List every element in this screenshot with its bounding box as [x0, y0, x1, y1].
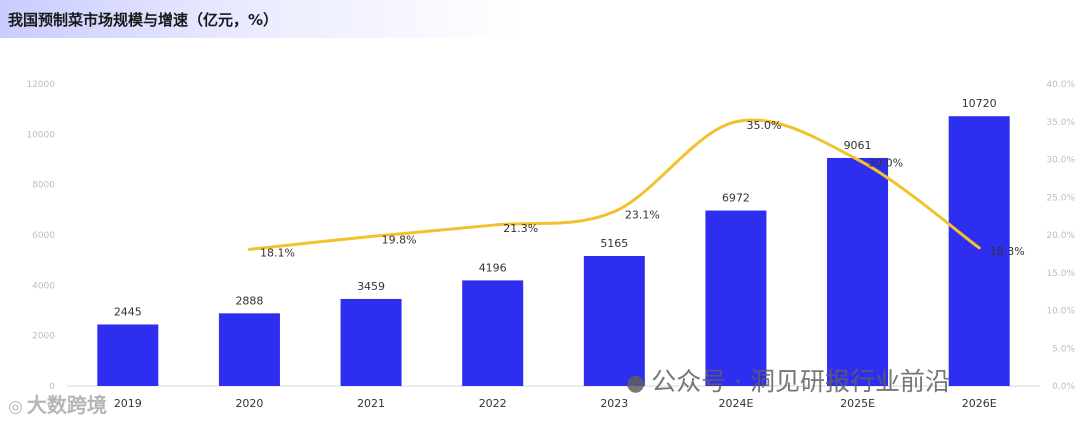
- growth-rate-label: 30.0%: [868, 157, 903, 170]
- y-tick-label: 8000: [32, 181, 55, 191]
- y-tick-label: 6000: [32, 231, 55, 241]
- bar-value-label: 5165: [600, 237, 628, 250]
- y2-tick-label: 0.0%: [1052, 382, 1075, 392]
- growth-rate-label: 19.8%: [382, 234, 417, 247]
- bar-value-label: 10720: [962, 97, 997, 110]
- bar-value-label: 2888: [235, 294, 263, 307]
- growth-rate-line: [247, 118, 981, 251]
- x-tick-label: 2023: [600, 397, 628, 410]
- y-tick-label: 0: [49, 382, 55, 392]
- watermark-left-text: 大数跨境: [26, 393, 107, 417]
- bar-value-label: 2445: [114, 305, 142, 318]
- bar: [705, 210, 767, 386]
- growth-rate-label: 21.3%: [503, 222, 538, 235]
- x-tick-label: 2021: [357, 397, 385, 410]
- title-band: [0, 0, 520, 38]
- chart-title: 我国预制菜市场规模与增速（亿元，%）: [8, 11, 279, 29]
- y2-tick-label: 5.0%: [1052, 344, 1075, 354]
- y-tick-label: 2000: [32, 332, 55, 342]
- x-tick-label: 2019: [114, 397, 142, 410]
- bar-value-label: 4196: [479, 261, 507, 274]
- bar: [97, 324, 159, 386]
- bar: [462, 280, 524, 386]
- bar-value-label: 6972: [722, 192, 750, 205]
- growth-rate-label: 18.1%: [260, 246, 295, 259]
- bar: [218, 313, 280, 386]
- bar: [948, 116, 1010, 387]
- y2-tick-label: 30.0%: [1046, 156, 1075, 166]
- bar: [340, 298, 402, 386]
- x-tick-label: 2020: [235, 397, 263, 410]
- growth-rate-label: 35.0%: [746, 119, 781, 132]
- weibo-icon: ◎: [8, 397, 23, 417]
- bar: [827, 157, 889, 386]
- y2-tick-label: 15.0%: [1046, 269, 1075, 279]
- wechat-icon: ●: [626, 371, 646, 396]
- x-tick-label: 2026E: [962, 397, 997, 410]
- y2-tick-label: 35.0%: [1046, 118, 1075, 128]
- bar-value-label: 3459: [357, 280, 385, 293]
- watermark-left: ◎ 大数跨境: [8, 389, 107, 418]
- growth-rate-label: 18.3%: [990, 245, 1025, 258]
- x-tick-label: 2022: [479, 397, 507, 410]
- watermark-right-text: 公众号 · 洞见研报行业前沿: [651, 367, 951, 396]
- y2-tick-label: 40.0%: [1046, 80, 1075, 90]
- y-tick-label: 12000: [26, 80, 55, 90]
- y-tick-label: 10000: [26, 130, 55, 140]
- watermark-right: ● 公众号 · 洞见研报行业前沿: [626, 362, 950, 398]
- x-tick-label: 2025E: [840, 397, 875, 410]
- y2-tick-label: 20.0%: [1046, 231, 1075, 241]
- y2-tick-label: 25.0%: [1046, 193, 1075, 203]
- bar-value-label: 9061: [844, 139, 872, 152]
- growth-rate-label: 23.1%: [625, 209, 660, 222]
- y-tick-label: 4000: [32, 281, 55, 291]
- y2-tick-label: 10.0%: [1046, 307, 1075, 317]
- bar: [583, 256, 645, 386]
- x-tick-label: 2024E: [718, 397, 753, 410]
